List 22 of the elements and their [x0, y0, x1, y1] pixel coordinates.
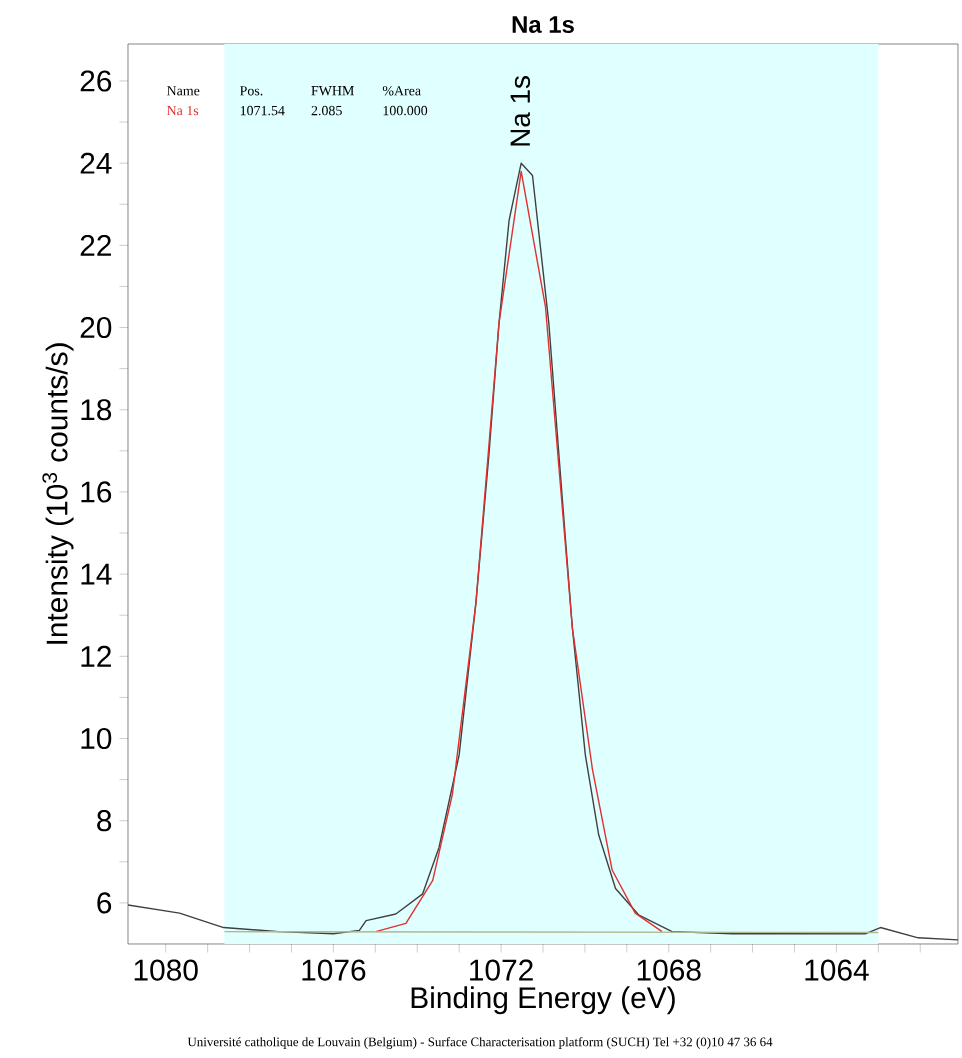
line-series — [127, 162, 958, 941]
x-tick-label: 1072 — [470, 959, 533, 981]
y-tick-label: 22 — [80, 234, 111, 256]
y-tick-label: 14 — [81, 563, 112, 585]
y-tick-label: 24 — [80, 152, 112, 174]
x-tick-label: 1080 — [134, 959, 198, 981]
x-tick-label: 1068 — [637, 959, 701, 981]
y-tick-label: 6 — [97, 892, 112, 914]
line-series — [375, 170, 663, 933]
y-tick-label: 12 — [81, 645, 111, 667]
y-tick-label: 18 — [81, 399, 112, 421]
y-tick-label: 26 — [80, 70, 112, 92]
y-tick-label: 20 — [80, 316, 112, 339]
x-tick-label: 1064 — [805, 959, 869, 981]
y-tick-label: 8 — [97, 810, 112, 832]
y-tick-label: 16 — [81, 481, 112, 503]
y-tick-label: 10 — [81, 727, 112, 750]
annotation: Na 1s — [510, 76, 531, 146]
x-tick-label: 1076 — [302, 959, 366, 981]
x-axis-title: Binding Energy (eV) — [411, 986, 675, 1015]
y-axis-title: Intensity (10$^{3}$ counts/s) — [42, 343, 74, 644]
chart-title: Na 1s — [512, 16, 574, 33]
